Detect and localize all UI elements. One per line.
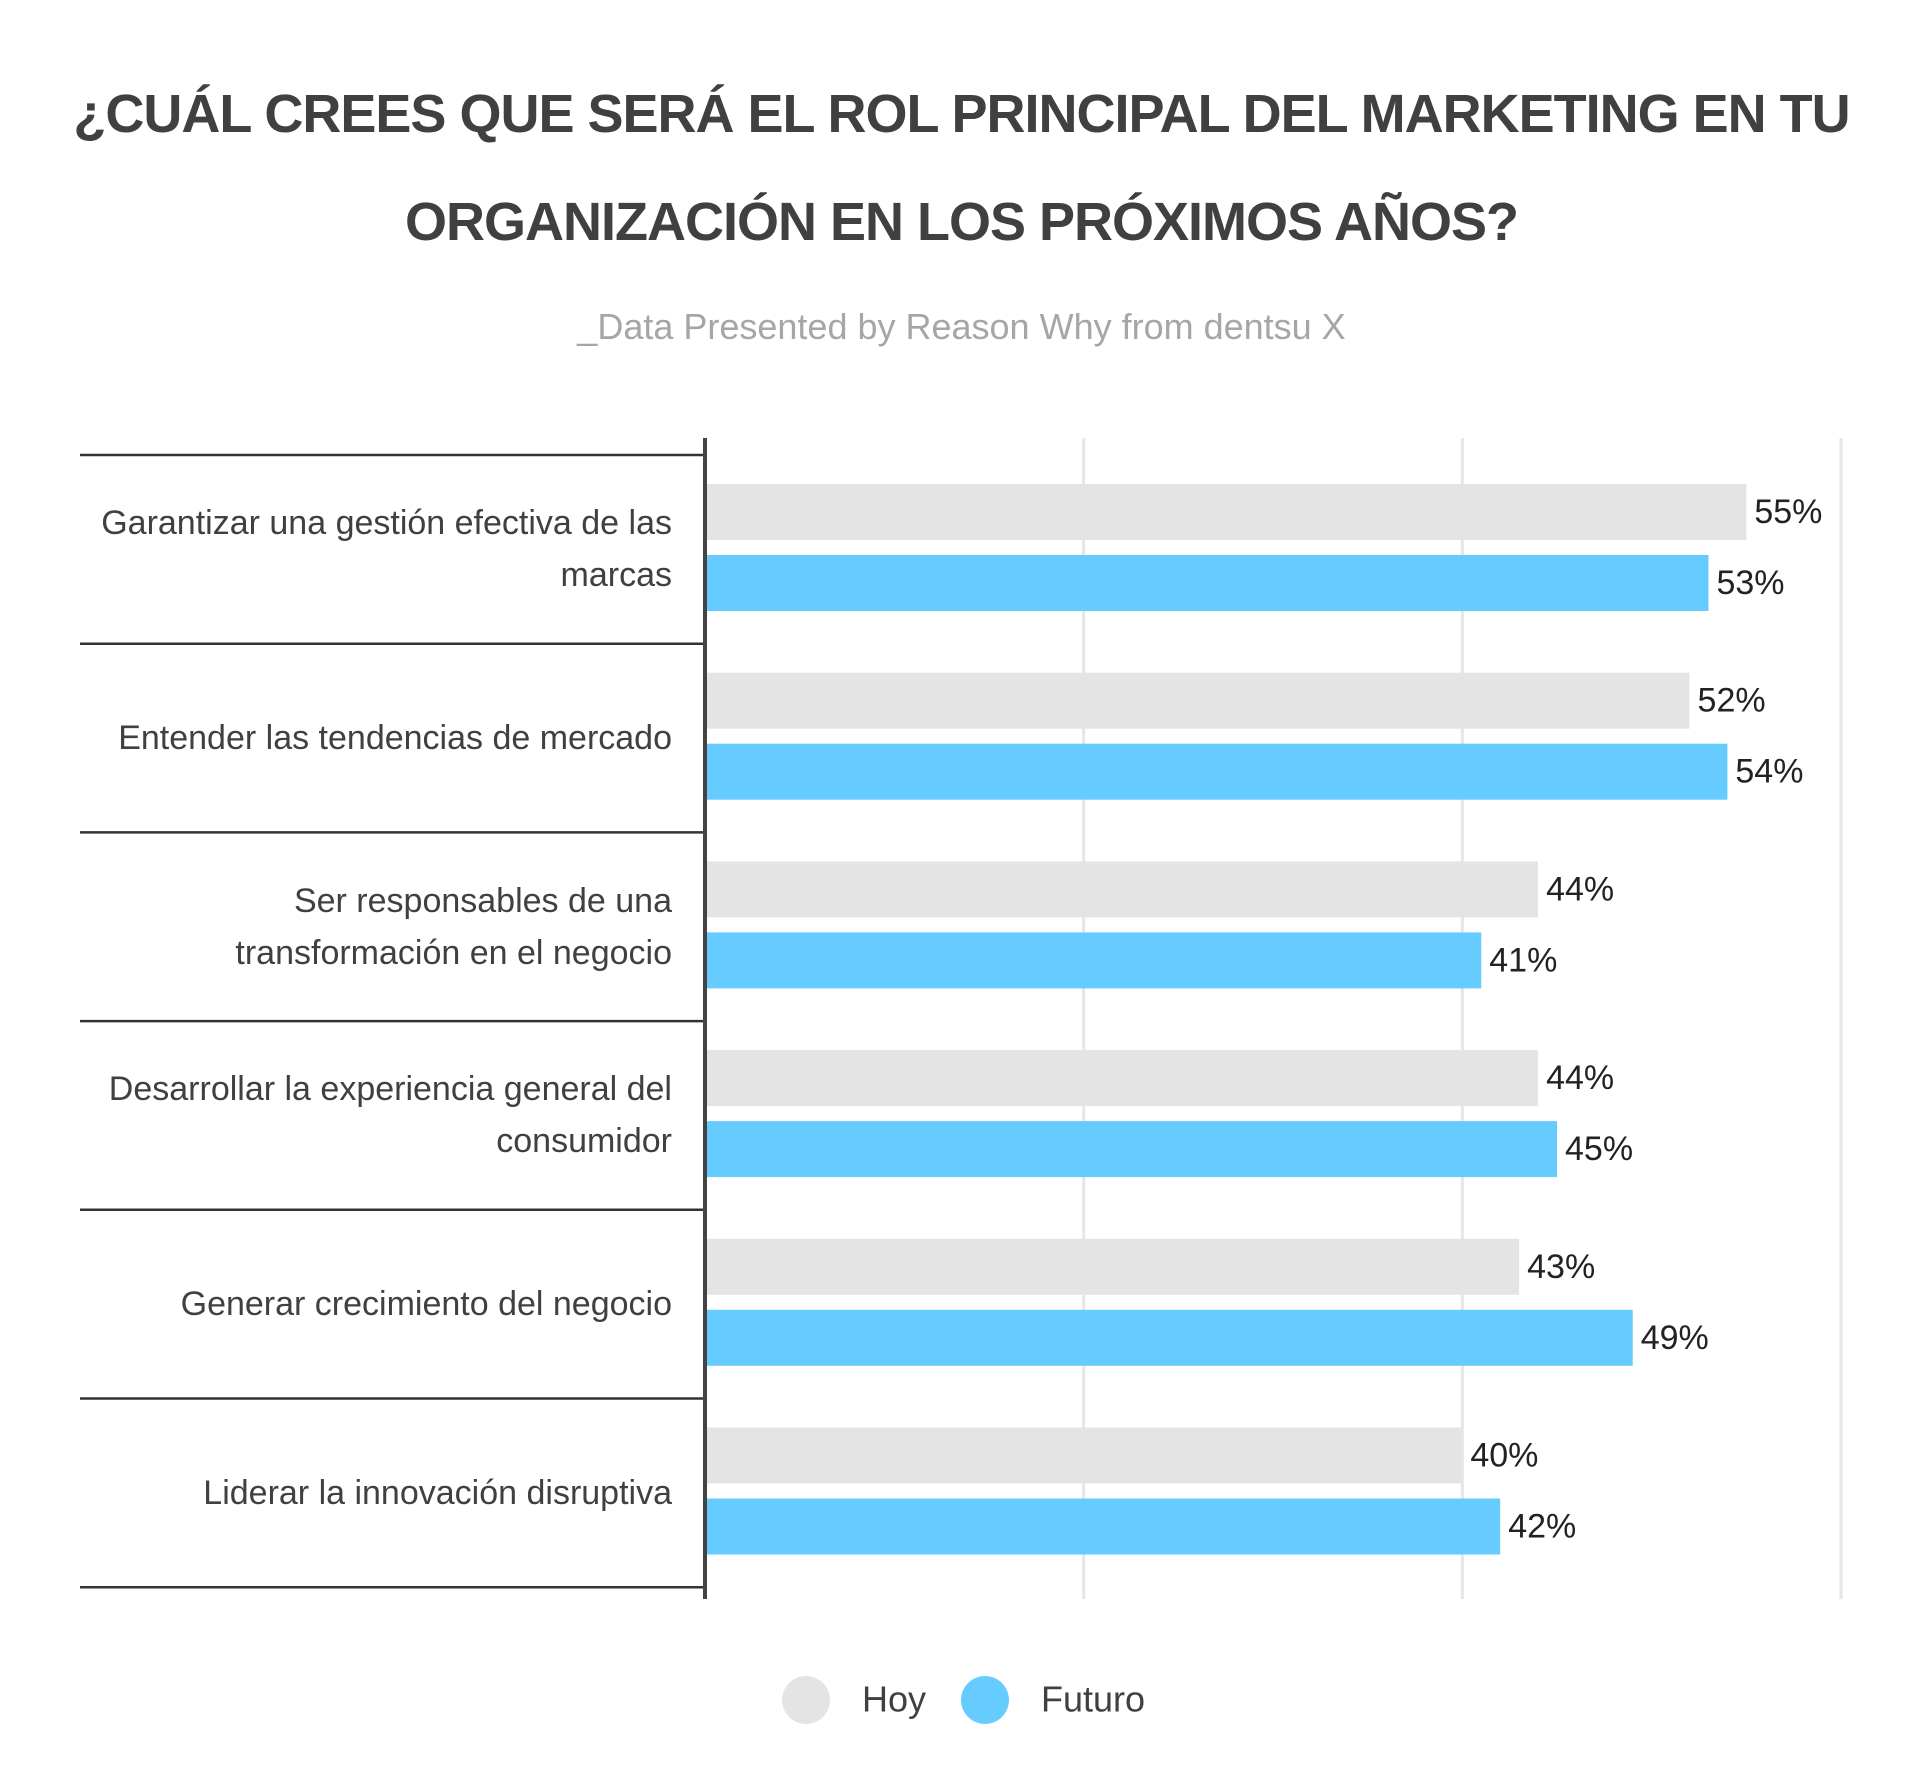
category-label: Garantizar una gestión efectiva de las m… <box>101 504 672 595</box>
bar <box>705 1050 1539 1107</box>
value-label: 43% <box>1527 1248 1595 1286</box>
category-label: Desarrollar la experiencia general del c… <box>108 1070 672 1161</box>
value-label: 54% <box>1735 753 1803 791</box>
bar <box>705 555 1709 611</box>
chart-title: ¿CUÁL CREES QUE SERÁ EL ROL PRINCIPAL DE… <box>73 84 1850 252</box>
value-label: 44% <box>1546 870 1614 908</box>
bar <box>705 672 1690 729</box>
bar <box>705 932 1482 989</box>
bar <box>705 861 1539 918</box>
value-label: 45% <box>1565 1130 1633 1168</box>
legend-label: Hoy <box>862 1679 926 1720</box>
legend-swatch <box>961 1676 1009 1724</box>
category-label: Liderar la innovación disruptiva <box>203 1473 672 1512</box>
value-label: 52% <box>1698 682 1766 720</box>
value-label: 41% <box>1489 941 1557 979</box>
value-label: 55% <box>1754 493 1822 531</box>
value-label: 42% <box>1508 1507 1576 1545</box>
bar <box>705 484 1747 540</box>
category-label: Entender las tendencias de mercado <box>118 719 672 758</box>
category-label: Ser responsables de una transformación e… <box>235 881 672 972</box>
value-label: 44% <box>1546 1059 1614 1097</box>
legend-swatch <box>782 1676 830 1724</box>
category-label: Generar crecimiento del negocio <box>180 1285 672 1324</box>
chart-subtitle: _Data Presented by Reason Why from dents… <box>577 306 1346 347</box>
bar <box>705 1238 1520 1295</box>
legend-label: Futuro <box>1041 1679 1145 1720</box>
value-label: 40% <box>1470 1436 1538 1474</box>
bar <box>705 1121 1557 1178</box>
bar <box>705 743 1728 800</box>
bar <box>705 1498 1501 1555</box>
value-label: 49% <box>1641 1319 1709 1357</box>
bar <box>705 1427 1463 1484</box>
value-label: 53% <box>1716 564 1784 602</box>
bar <box>705 1309 1633 1366</box>
